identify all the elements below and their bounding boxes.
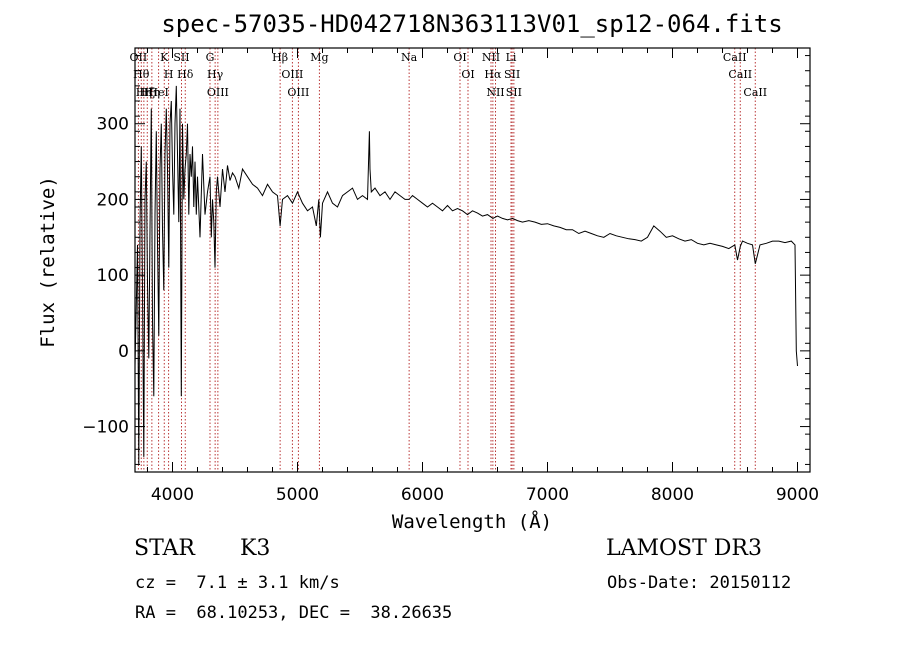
line-label: Hδ [177, 68, 194, 81]
survey-name: LAMOST DR3 [606, 536, 762, 561]
line-label: Hθ [133, 68, 150, 81]
line-label: Mg [310, 51, 328, 64]
chart-title: spec-57035-HD042718N363113V01_sp12-064.f… [161, 10, 782, 38]
redshift-text: cz = 7.1 ± 3.1 km/s [135, 573, 340, 593]
plot-frame [134, 47, 811, 473]
x-tick-label: 7000 [526, 485, 569, 505]
x-tick-label: 9000 [776, 485, 819, 505]
line-label: CaII [743, 86, 767, 99]
line-label: K [160, 51, 169, 64]
x-tick-label: 4000 [151, 485, 194, 505]
y-tick-label: 200 [97, 190, 129, 210]
x-tick-label: 5000 [276, 485, 319, 505]
object-class: STAR [134, 536, 195, 561]
line-label: SII [173, 51, 189, 64]
line-label: OI [453, 51, 466, 64]
line-label: CaII [723, 51, 747, 64]
y-axis-ticks: −100 0 100 200 300 [82, 55, 810, 465]
x-axis-ticks: 4000 5000 6000 7000 8000 9000 [147, 48, 819, 505]
x-tick-label: 8000 [651, 485, 694, 505]
line-label: Hα [484, 68, 502, 81]
obs-date: Obs-Date: 20150112 [607, 573, 792, 593]
line-label: HeI [148, 86, 168, 99]
line-label: Hγ [207, 68, 224, 81]
line-label: Na [401, 51, 418, 64]
x-tick-label: 6000 [401, 485, 444, 505]
line-label: Li [506, 51, 517, 64]
line-label: SII [504, 68, 520, 81]
line-label: Hβ [272, 51, 288, 64]
line-label: H [164, 68, 174, 81]
y-tick-label: 300 [97, 115, 129, 135]
line-label: Hη [144, 86, 160, 99]
object-subclass: K3 [240, 536, 271, 561]
spectrum-series-line [134, 85, 798, 465]
line-label: NII [486, 86, 504, 99]
emission-line-markers [137, 48, 756, 472]
coordinates-text: RA = 68.10253, DEC = 38.26635 [135, 603, 453, 623]
y-tick-label: 0 [118, 342, 129, 362]
line-label: OIII [207, 86, 229, 99]
x-axis-label: Wavelength (Å) [392, 510, 552, 533]
y-tick-label: −100 [82, 418, 129, 438]
line-label: OIII [287, 86, 309, 99]
line-label: OII [130, 51, 148, 64]
line-label: OI [461, 68, 474, 81]
line-label: SII [506, 86, 522, 99]
y-tick-label: 100 [97, 266, 129, 286]
y-axis-label: Flux (relative) [37, 176, 59, 348]
line-label: NII [482, 51, 500, 64]
line-label: CaII [728, 68, 752, 81]
line-label: Hζ [139, 86, 155, 99]
line-label: G [206, 51, 215, 64]
line-label: Hη [136, 86, 152, 99]
line-label: OIII [281, 68, 303, 81]
